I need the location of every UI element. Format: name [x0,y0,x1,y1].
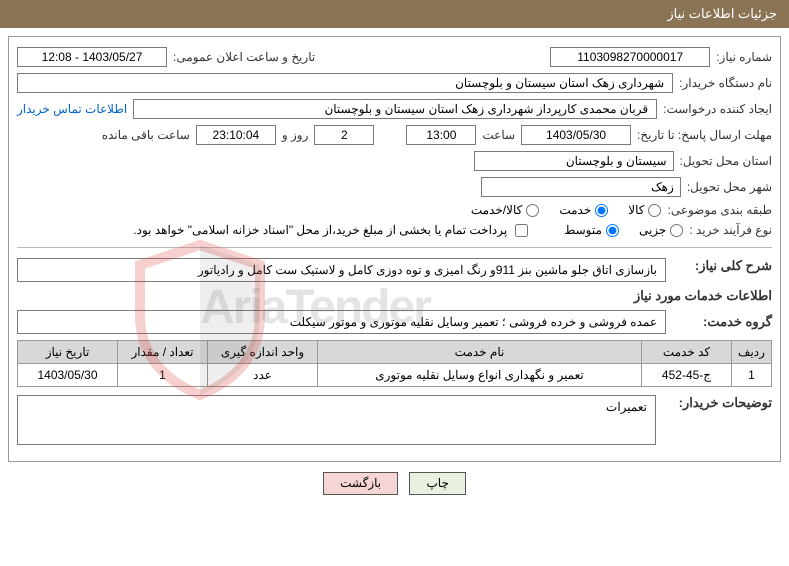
deadline-time: 13:00 [406,125,476,145]
payment-checkbox[interactable]: پرداخت تمام یا بخشی از مبلغ خرید،از محل … [133,223,532,237]
radio-medium[interactable]: متوسط [564,223,619,237]
page-header: جزئیات اطلاعات نیاز [0,0,789,28]
back-button[interactable]: بازگشت [323,472,398,495]
city-value: زهک [481,177,681,197]
th-code: کد خدمت [642,341,732,364]
radio-service[interactable]: خدمت [559,203,608,217]
radio-minor[interactable]: جزیی [639,223,683,237]
page-title: جزئیات اطلاعات نیاز [667,6,777,21]
row-category: طبقه بندی موضوعی: کالا خدمت کالا/خدمت [17,203,772,217]
remaining-label: ساعت باقی مانده [102,128,190,142]
cell-row: 1 [732,364,772,387]
service-group-label: گروه خدمت: [672,314,772,330]
radio-goods[interactable]: کالا [628,203,661,217]
category-radios: کالا خدمت کالا/خدمت [471,203,662,217]
th-unit: واحد اندازه گیری [208,341,318,364]
radio-both[interactable]: کالا/خدمت [471,203,539,217]
purchase-type-label: نوع فرآیند خرید : [689,223,772,237]
purchase-type-radios: جزیی متوسط [564,223,683,237]
cell-unit: عدد [208,364,318,387]
buyer-notes-label: توضیحات خریدار: [662,395,772,411]
days-label: روز و [282,128,309,142]
row-buyer-notes: توضیحات خریدار: تعمیرات [17,395,772,445]
table-header-row: ردیف کد خدمت نام خدمت واحد اندازه گیری ت… [18,341,772,364]
row-need-desc: شرح کلی نیاز: بازسازی اتاق جلو ماشین بنز… [17,258,772,282]
hours-remaining: 23:10:04 [196,125,276,145]
city-label: شهر محل تحویل: [687,180,772,194]
row-service-info: اطلاعات خدمات مورد نیاز [17,288,772,304]
days-remaining: 2 [314,125,374,145]
buyer-org-label: نام دستگاه خریدار: [679,76,772,90]
button-row: چاپ بازگشت [0,472,789,495]
cell-date: 1403/05/30 [18,364,118,387]
time-label: ساعت [482,128,515,142]
th-qty: تعداد / مقدار [118,341,208,364]
divider-1 [17,247,772,248]
print-button[interactable]: چاپ [409,472,465,495]
announce-value: 1403/05/27 - 12:08 [17,47,167,67]
province-label: استان محل تحویل: [680,154,772,168]
th-row: ردیف [732,341,772,364]
row-need-number: شماره نیاز: 1103098270000017 تاریخ و ساع… [17,47,772,67]
buyer-contact-link[interactable]: اطلاعات تماس خریدار [17,102,127,116]
main-form: شماره نیاز: 1103098270000017 تاریخ و ساع… [8,36,781,462]
province-value: سیستان و بلوچستان [474,151,674,171]
row-buyer-org: نام دستگاه خریدار: شهرداری زهک استان سیس… [17,73,772,93]
row-requester: ایجاد کننده درخواست: قربان محمدی کارپردا… [17,99,772,119]
services-table: ردیف کد خدمت نام خدمت واحد اندازه گیری ت… [17,340,772,387]
row-city: شهر محل تحویل: زهک [17,177,772,197]
row-deadline: مهلت ارسال پاسخ: تا تاریخ: 1403/05/30 سا… [17,125,772,145]
th-date: تاریخ نیاز [18,341,118,364]
row-service-group: گروه خدمت: عمده فروشی و خرده فروشی ؛ تعم… [17,310,772,334]
requester-label: ایجاد کننده درخواست: [663,102,772,116]
table-row: 1ج-45-452تعمیر و نگهداری انواع وسایل نقل… [18,364,772,387]
buyer-org-value: شهرداری زهک استان سیستان و بلوچستان [17,73,673,93]
need-desc-label: شرح کلی نیاز: [672,258,772,274]
service-info-label: اطلاعات خدمات مورد نیاز [634,288,772,304]
row-province: استان محل تحویل: سیستان و بلوچستان [17,151,772,171]
cell-qty: 1 [118,364,208,387]
buyer-notes-value: تعمیرات [17,395,656,445]
cell-code: ج-45-452 [642,364,732,387]
need-number-label: شماره نیاز: [716,50,772,64]
category-label: طبقه بندی موضوعی: [667,203,772,217]
service-group-value: عمده فروشی و خرده فروشی ؛ تعمیر وسایل نق… [17,310,666,334]
row-purchase-type: نوع فرآیند خرید : جزیی متوسط پرداخت تمام… [17,223,772,237]
need-number-value: 1103098270000017 [550,47,710,67]
cell-name: تعمیر و نگهداری انواع وسایل نقلیه موتوری [318,364,642,387]
th-name: نام خدمت [318,341,642,364]
need-desc-value: بازسازی اتاق جلو ماشین بنز 911و رنگ امیز… [17,258,666,282]
deadline-date: 1403/05/30 [521,125,631,145]
deadline-label: مهلت ارسال پاسخ: تا تاریخ: [637,128,772,142]
announce-label: تاریخ و ساعت اعلان عمومی: [173,50,315,64]
requester-value: قربان محمدی کارپرداز شهرداری زهک استان س… [133,99,657,119]
